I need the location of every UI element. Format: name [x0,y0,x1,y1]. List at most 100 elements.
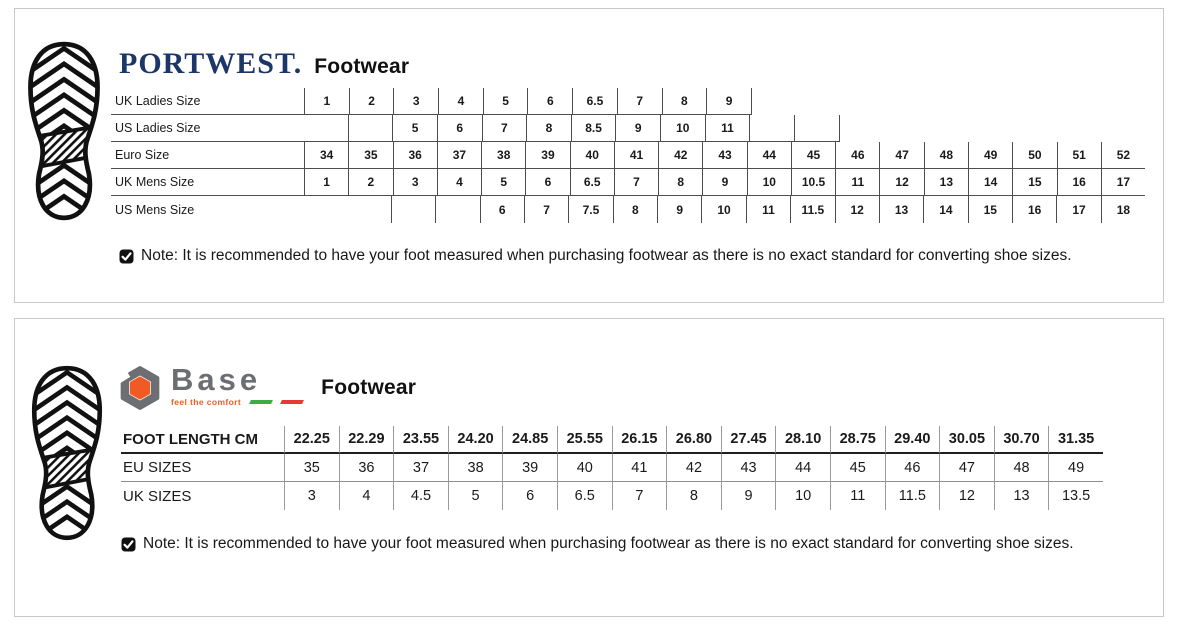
size-cell: 9 [722,482,777,510]
size-cell: 44 [747,142,792,169]
size-cell [970,115,1014,142]
size-cell: 17 [1057,196,1102,223]
size-cell: 26.15 [612,426,668,454]
table-row: FOOT LENGTH CM 22.25 22.29 23.55 24.20 24.85 2… [121,426,1103,454]
size-cell: 5 [483,88,529,115]
size-cell: 48 [994,454,1050,482]
size-cell: 6 [526,169,571,196]
size-cell: 1 [304,169,350,196]
size-cell: 25.55 [557,426,613,454]
size-cell: 40 [570,142,615,169]
row-label: UK SIZES [123,487,192,505]
size-cell: 5 [393,115,438,142]
note-text: Note: It is recommended to have your foo… [141,247,1072,264]
table-row: US Mens Size 6 7 7.5 8 9 10 11 11.5 12 13 14 15 16 17 1… [111,196,1145,223]
row-label: US Mens Size [115,202,195,217]
size-cell: 11 [836,169,881,196]
size-cell: 43 [703,142,748,169]
size-cell: 8 [659,169,704,196]
size-cell: 38 [482,142,527,169]
size-cell [752,88,796,115]
size-cell: 49 [968,142,1014,169]
size-cell: 12 [940,482,995,510]
size-cell: 4 [340,482,395,510]
row-label: EU SIZES [121,454,284,482]
size-cell: 7 [617,88,663,115]
hex-nut-icon [117,365,163,411]
size-cell: 3 [393,169,438,196]
size-cell: 27.45 [721,426,777,454]
size-cell: 10 [661,115,706,142]
portwest-header: PORTWEST. Footwear [119,47,409,81]
size-cell: 11.5 [791,196,836,223]
size-cell: 14 [968,169,1014,196]
size-cell: 6.5 [573,88,618,115]
row-label: UK Ladies Size [111,88,304,115]
size-cell [390,196,437,223]
size-cell: 8 [527,115,572,142]
portwest-size-table: UK Ladies Size 1 2 3 4 5 6 6.5 7 8 9 US Ladies Size… [111,88,1146,223]
size-cell: 22.29 [339,426,395,454]
size-cell: 47 [940,454,995,482]
size-cell: 10.5 [791,169,837,196]
size-cell: 45 [830,454,886,482]
size-cell: 24.20 [448,426,504,454]
size-cell: 8.5 [571,115,617,142]
size-cell [304,115,348,142]
size-cell: 28.10 [776,426,831,454]
size-cell: 18 [1116,202,1131,217]
row-label: UK Mens Size [111,169,304,196]
size-cell: 46 [885,454,941,482]
size-cell: 17 [1101,169,1146,196]
size-cell: 13.5 [1061,488,1091,504]
size-cell: 40 [557,454,613,482]
size-cell: 35 [284,454,340,482]
size-cell: 30.05 [940,426,995,454]
table-row: US Ladies Size 5 6 7 8 8.5 9 10 11 [111,115,1145,142]
size-cell: 7 [482,115,528,142]
size-cell [883,115,927,142]
size-cell: 13 [995,482,1050,510]
table-row: Euro Size 34 35 36 37 38 39 40 41 42 43 44 45 46 47 48 4… [111,142,1146,169]
size-cell [927,88,971,115]
base-logo: Base feel the comfort [171,364,305,407]
size-cell: 11 [831,482,886,510]
size-cell: 41 [614,142,660,169]
size-cell [1058,88,1102,115]
size-cell: 8 [614,196,658,223]
size-cell: 7 [613,482,668,510]
size-cell: 8 [662,88,708,115]
size-cell: 31.35 [1049,426,1103,454]
size-cell [794,115,840,142]
size-cell: 11 [705,115,751,142]
size-cell: 6.5 [570,169,615,196]
size-cell: 15 [969,196,1013,223]
size-cell [839,88,883,115]
size-cell: 4.5 [394,482,449,510]
size-cell: 5 [449,482,504,510]
size-cell: 12 [880,169,925,196]
size-cell [347,115,394,142]
size-cell: 48 [924,142,969,169]
size-cell: 10 [747,169,792,196]
size-cell: 1 [304,88,350,115]
size-cell: 26.80 [667,426,722,454]
base-tagline-row: feel the comfort [171,397,305,407]
size-cell: 15 [1013,169,1058,196]
size-cell: 13 [880,196,925,223]
table-row: UK Mens Size 1 2 3 4 5 6 6.5 7 8 9 10 10.5 11 12 13 14 15… [111,169,1146,196]
size-cell: 46 [836,142,881,169]
size-cell: 39 [503,454,558,482]
size-cell: 34 [304,142,350,169]
size-cell [347,196,390,223]
size-cell: 6 [437,115,483,142]
base-size-table: FOOT LENGTH CM 22.25 22.29 23.55 24.20 24.85 2… [121,426,1103,510]
size-cell: 9 [658,196,703,223]
size-cell: 6 [528,88,574,115]
size-cell: 30.70 [994,426,1050,454]
size-cell: 14 [924,196,969,223]
size-cell: 8 [667,482,722,510]
size-cell: 39 [526,142,571,169]
size-cell: 49 [1049,454,1103,482]
size-cell: 16 [1057,169,1102,196]
